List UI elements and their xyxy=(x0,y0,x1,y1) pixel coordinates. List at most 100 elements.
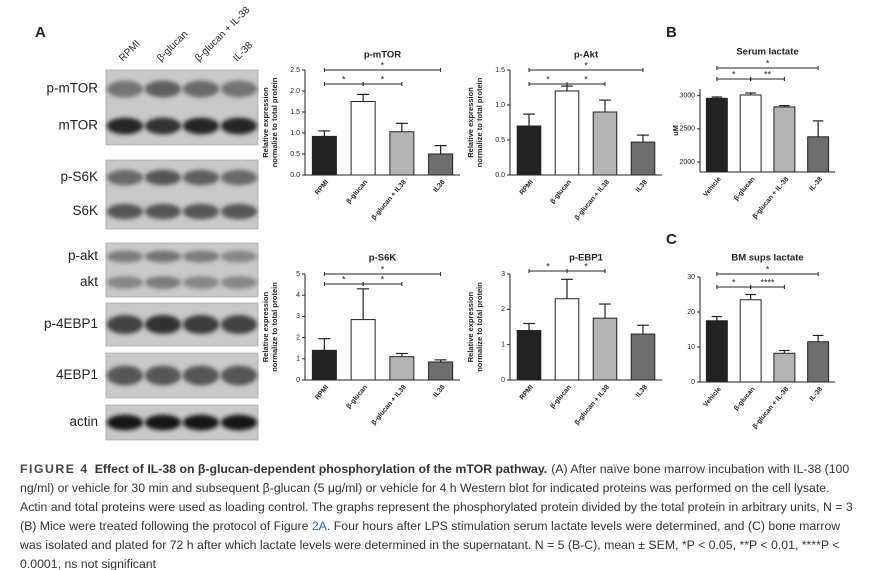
blot-band xyxy=(220,315,258,334)
blot-band xyxy=(220,365,258,386)
significance-label: * xyxy=(381,264,385,274)
bar xyxy=(807,341,830,383)
blot-band xyxy=(182,80,220,98)
x-tick-label: IL-38 xyxy=(808,386,824,403)
blot-band xyxy=(106,315,144,334)
y-axis-label: Relative expression xyxy=(466,87,475,158)
y-tick-label: 3 xyxy=(501,271,505,278)
blot-band xyxy=(144,315,182,334)
x-tick-label: RPMI xyxy=(519,384,535,402)
significance-label: * xyxy=(342,274,346,284)
caption-link[interactable]: 2A xyxy=(311,519,327,533)
significance-label: * xyxy=(584,261,588,271)
x-tick-label: β-glucan + IL38 xyxy=(574,384,611,427)
blot-row-label: akt xyxy=(80,274,98,289)
significance-label: * xyxy=(766,264,770,274)
y-tick-label: 20 xyxy=(687,309,695,316)
bar xyxy=(311,135,337,176)
bar xyxy=(807,136,830,173)
y-tick-label: 3000 xyxy=(679,92,695,99)
blot-band xyxy=(144,414,182,431)
blot-band xyxy=(182,250,220,263)
blot-band xyxy=(182,169,220,186)
y-tick-label: 0 xyxy=(691,379,695,386)
blot-band xyxy=(106,365,144,386)
y-tick-label: 2 xyxy=(501,306,505,313)
bar xyxy=(705,320,728,383)
y-tick-label: 2500 xyxy=(679,126,695,133)
caption-text: . Four hours after LPS stimulation serum… xyxy=(20,519,841,570)
blot-row-label: actin xyxy=(69,414,98,429)
significance-label: * xyxy=(381,60,385,70)
y-tick-label: 30 xyxy=(687,274,695,281)
bar xyxy=(592,111,618,176)
bar xyxy=(350,101,376,176)
y-tick-label: 1.0 xyxy=(290,130,300,137)
x-tick-label: β-glucan + IL38 xyxy=(370,384,407,427)
bar xyxy=(739,94,762,173)
blot-band xyxy=(144,276,182,289)
bar xyxy=(630,333,656,381)
blot-band xyxy=(220,169,258,186)
significance-label: * xyxy=(732,69,736,79)
panel-label: A xyxy=(35,24,46,41)
y-tick-label: 0 xyxy=(501,377,505,384)
blot-band xyxy=(106,117,144,135)
x-tick-label: β-glucan + IL-38 xyxy=(752,386,791,430)
x-tick-label: RPMI xyxy=(314,384,330,402)
chart-title: p-EBP1 xyxy=(569,253,604,264)
y-axis-label: uM xyxy=(671,125,680,136)
x-tick-label: β-glucan xyxy=(733,176,757,202)
x-tick-label: IL38 xyxy=(635,384,649,399)
panel-label: B xyxy=(666,24,677,41)
x-tick-label: Vehicle xyxy=(702,176,723,199)
y-tick-label: 2000 xyxy=(679,159,695,166)
blot-band xyxy=(106,80,144,98)
significance-label: * xyxy=(584,74,588,84)
x-tick-label: IL38 xyxy=(432,384,446,399)
y-tick-label: 0.0 xyxy=(495,172,505,179)
x-tick-label: Vehicle xyxy=(702,386,723,409)
significance-label: * xyxy=(381,74,385,84)
blot-band xyxy=(144,203,182,220)
bar xyxy=(773,352,796,383)
x-tick-label: IL38 xyxy=(635,179,649,194)
y-axis-label: normalize to total protein xyxy=(475,282,484,372)
caption-label: FIGURE 4 xyxy=(20,462,89,476)
significance-label: * xyxy=(766,58,770,68)
bar xyxy=(350,319,376,381)
significance-label: **** xyxy=(760,277,775,287)
y-axis-label: normalize to total protein xyxy=(270,77,279,167)
blot-row-label: 4EBP1 xyxy=(56,367,98,382)
y-tick-label: 1.5 xyxy=(290,109,300,116)
blot-column-label: IL-38 xyxy=(231,40,255,64)
y-axis-label: normalize to total protein xyxy=(270,282,279,372)
bar xyxy=(739,299,762,383)
y-tick-label: 1.0 xyxy=(495,102,505,109)
blot-band xyxy=(220,80,258,98)
bar xyxy=(630,141,656,176)
significance-label: * xyxy=(381,274,385,284)
chart-title: Serum lactate xyxy=(736,47,798,58)
x-tick-label: β-glucan + IL-38 xyxy=(752,176,791,220)
bar xyxy=(389,131,415,176)
caption-title: Effect of IL-38 on β-glucan-dependent ph… xyxy=(94,462,548,476)
blot-band xyxy=(106,169,144,186)
x-tick-label: β-glucan + IL38 xyxy=(574,179,611,222)
panel-label: C xyxy=(666,231,677,248)
blot-band xyxy=(182,117,220,135)
x-tick-label: IL38 xyxy=(432,179,446,194)
bar xyxy=(516,330,542,381)
blot-band xyxy=(182,365,220,386)
blot-row-label: p-S6K xyxy=(60,169,98,184)
y-tick-label: 2 xyxy=(296,334,300,341)
y-tick-label: 1 xyxy=(501,342,505,349)
bar xyxy=(516,125,542,176)
blot-band xyxy=(220,276,258,289)
blot-row-label: p-mTOR xyxy=(46,81,98,96)
significance-label: * xyxy=(546,74,550,84)
y-tick-label: 4 xyxy=(296,292,300,299)
bar xyxy=(428,361,454,381)
blot-column-label: RPMI xyxy=(117,39,142,64)
blot-band xyxy=(144,365,182,386)
